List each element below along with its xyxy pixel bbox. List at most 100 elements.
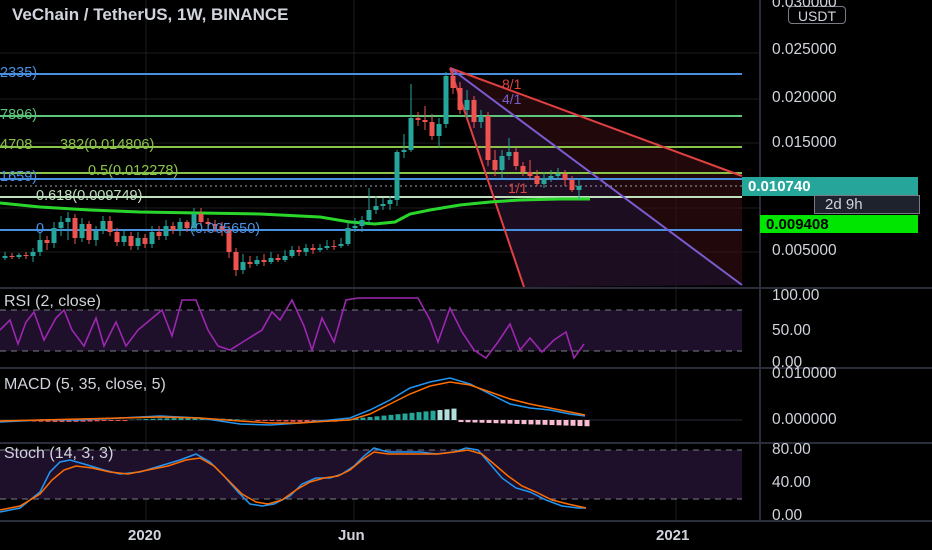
candle-body	[548, 176, 554, 178]
candle-body	[219, 226, 225, 230]
price-tick: 0.025000	[772, 41, 837, 58]
candle-body	[205, 222, 211, 224]
macd-histogram-bar	[115, 420, 121, 421]
candle-body	[464, 100, 470, 110]
macd-histogram-bar	[514, 420, 520, 424]
stoch-title[interactable]: Stoch (14, 3, 3)	[4, 445, 114, 462]
macd-histogram-bar	[45, 420, 51, 422]
candle-body	[247, 262, 253, 264]
candle-body	[156, 232, 162, 236]
macd-title[interactable]: MACD (5, 35, close, 5)	[4, 376, 166, 393]
candle-body	[163, 226, 169, 236]
candle-body	[478, 116, 484, 122]
candle-body	[373, 206, 379, 210]
fib-label: (0.005650)	[190, 221, 261, 237]
macd-tick: 0.000000	[772, 411, 837, 428]
fan-line-8-1	[449, 67, 743, 177]
macd-histogram-bar	[500, 420, 506, 424]
candle-body	[212, 224, 218, 226]
macd-histogram-bar	[73, 420, 79, 422]
candle-body	[310, 248, 316, 250]
candle-body	[198, 214, 204, 222]
candle-body	[359, 220, 365, 226]
candle-body	[58, 222, 64, 228]
macd-histogram-bar	[157, 418, 163, 420]
macd-histogram-bar	[451, 408, 457, 420]
stoch-tick: 0.00	[772, 507, 803, 524]
candle-body	[352, 226, 358, 228]
candle-body	[436, 124, 442, 136]
candle-body	[240, 262, 246, 270]
macd-histogram-bar	[465, 420, 471, 423]
rsi-line	[0, 297, 585, 360]
macd-histogram-bar	[458, 420, 464, 423]
macd-histogram-bar	[437, 410, 443, 420]
candle-body	[72, 218, 78, 238]
candle-body	[233, 252, 239, 270]
candle-body	[142, 238, 148, 244]
macd-histogram-bar	[556, 420, 562, 426]
time-label: Jun	[338, 527, 365, 544]
macd-histogram-bar	[108, 420, 114, 421]
candle-body	[303, 248, 309, 252]
chart-title[interactable]: VeChain / TetherUS, 1W, BINANCE	[12, 5, 289, 24]
fib-label: 7896)	[0, 107, 38, 123]
ma-value-tag: 0.009408	[760, 215, 918, 233]
moving-average-line	[0, 197, 590, 226]
macd-histogram-bar	[164, 418, 170, 420]
macd-histogram-bar	[374, 416, 380, 420]
candle-body	[513, 152, 519, 166]
candle-body	[149, 232, 155, 244]
currency-button[interactable]: USDT	[788, 6, 846, 24]
macd-histogram-bar	[430, 410, 436, 420]
candle-body	[338, 244, 344, 246]
time-label: 2020	[128, 527, 162, 544]
macd-histogram-bar	[276, 420, 282, 422]
time-label: 2021	[656, 527, 690, 544]
candle-body	[387, 200, 393, 204]
candle-body	[128, 236, 134, 246]
candle-body	[226, 230, 232, 252]
macd-histogram-bar	[80, 420, 86, 422]
candle-body	[9, 256, 15, 257]
candle-body	[289, 250, 295, 256]
macd-histogram-bar	[192, 418, 198, 420]
candle-body	[261, 260, 267, 262]
macd-histogram-bar	[584, 420, 590, 427]
macd-histogram-bar	[367, 417, 373, 420]
fib-label: 0	[36, 221, 45, 237]
macd-histogram-bar	[563, 420, 569, 426]
macd-histogram-bar	[493, 420, 499, 424]
macd-histogram-bar	[59, 420, 65, 422]
candle-body	[506, 152, 512, 156]
candle-body	[44, 240, 50, 243]
candle-body	[30, 252, 36, 256]
macd-histogram-bar	[521, 420, 527, 425]
macd-histogram-bar	[283, 420, 289, 422]
macd-histogram-bar	[171, 418, 177, 420]
macd-histogram-bar	[255, 420, 261, 421]
stoch-band	[0, 450, 742, 499]
candle-body	[184, 222, 190, 228]
rsi-tick: 50.00	[772, 322, 811, 339]
macd-histogram-bar	[297, 420, 303, 422]
candle-body	[527, 172, 533, 176]
macd-histogram-bar	[353, 418, 359, 420]
fib-label: 2335)	[0, 65, 38, 81]
candle-body	[569, 180, 575, 190]
macd-histogram-bar	[269, 420, 275, 421]
macd-histogram-bar	[234, 419, 240, 420]
rsi-title[interactable]: RSI (2, close)	[4, 293, 101, 310]
candle-countdown: 2d 9h	[814, 195, 920, 214]
candle-body	[394, 152, 400, 200]
macd-histogram-bar	[542, 420, 548, 425]
macd-histogram-bar	[87, 420, 93, 422]
candle-body	[555, 174, 561, 176]
macd-histogram-bar	[150, 418, 156, 420]
candle-body	[2, 256, 8, 258]
candle-body	[37, 240, 43, 252]
stoch-tick: 40.00	[772, 474, 811, 491]
candle-body	[366, 210, 372, 220]
candle-body	[422, 120, 428, 122]
